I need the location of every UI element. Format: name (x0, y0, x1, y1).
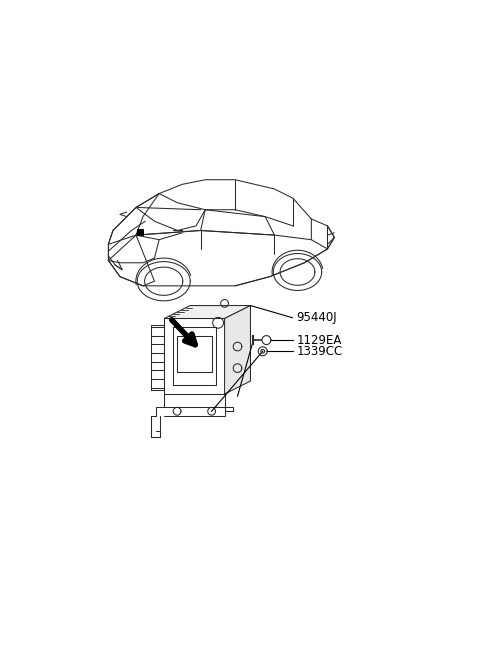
Polygon shape (225, 305, 251, 394)
Text: 1339CC: 1339CC (296, 345, 342, 358)
Text: 95440J: 95440J (296, 311, 337, 324)
Text: 1129EA: 1129EA (296, 333, 342, 346)
Polygon shape (137, 229, 143, 235)
Polygon shape (164, 305, 251, 318)
Polygon shape (164, 318, 225, 394)
